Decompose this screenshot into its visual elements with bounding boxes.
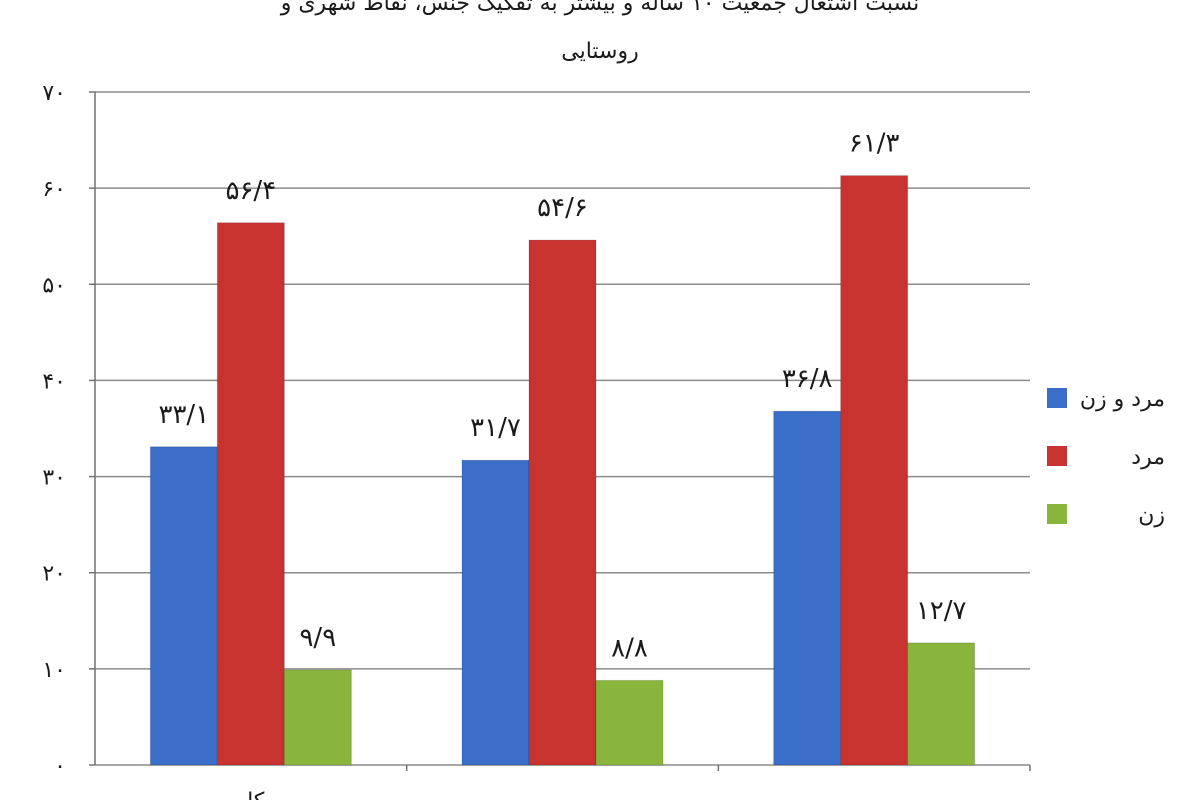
y-tick-label: ۵۰ [42,273,66,298]
legend-label: مرد و زن [1080,387,1165,412]
legend-swatch [1047,446,1067,466]
data-label: ۱۲/۷ [916,596,967,626]
data-label: ۵۴/۶ [537,193,588,223]
x-category-label: کل [237,789,265,800]
legend-swatch [1047,504,1067,524]
x-axis-categories: کل [237,789,265,804]
data-label: ۳۱/۷ [470,413,521,443]
bar [840,175,909,766]
legend-label: مرد [1131,445,1165,470]
bar [595,679,664,766]
y-tick-label: ۱۰ [42,658,66,683]
bar [149,446,218,766]
y-tick-label: ۰ [54,754,66,779]
data-label: ۵۶/۴ [226,176,277,206]
bar [461,459,530,766]
bars [149,175,976,766]
bar [773,410,842,766]
y-tick-label: ۴۰ [42,369,66,394]
y-axis: ۰ ۱۰ ۲۰ ۳۰ ۴۰ ۵۰ ۶۰ ۷۰ [42,81,1031,779]
bar [216,222,285,766]
chart-title-line-1: نسبت اشتغال جمعیت ۱۰ ساله و بیشتر به تفک… [280,0,920,16]
data-label: ۳۶/۸ [782,364,833,394]
bar [907,642,976,766]
bar [283,669,352,766]
bar [528,239,597,766]
legend-label: زن [1138,503,1165,528]
data-labels: ۳۳/۱ ۳۱/۷ ۳۶/۸ ۵۶/۴ ۵۴/۶ ۶۱/۳ ۹/۹ ۸/۸ ۱۲/۷ [159,129,967,664]
y-tick-label: ۷۰ [42,81,66,106]
y-tick-label: ۶۰ [42,177,66,202]
legend-swatch [1047,388,1067,408]
data-label: ۶۱/۳ [849,129,900,159]
data-label: ۹/۹ [299,623,336,653]
data-label: ۳۳/۱ [159,400,210,430]
y-tick-label: ۲۰ [42,562,66,587]
data-label: ۸/۸ [611,633,648,663]
y-tick-label: ۳۰ [42,466,66,491]
legend: مرد و زن مرد زن [1047,387,1165,528]
chart-title-line-2: روستایی [561,39,638,64]
